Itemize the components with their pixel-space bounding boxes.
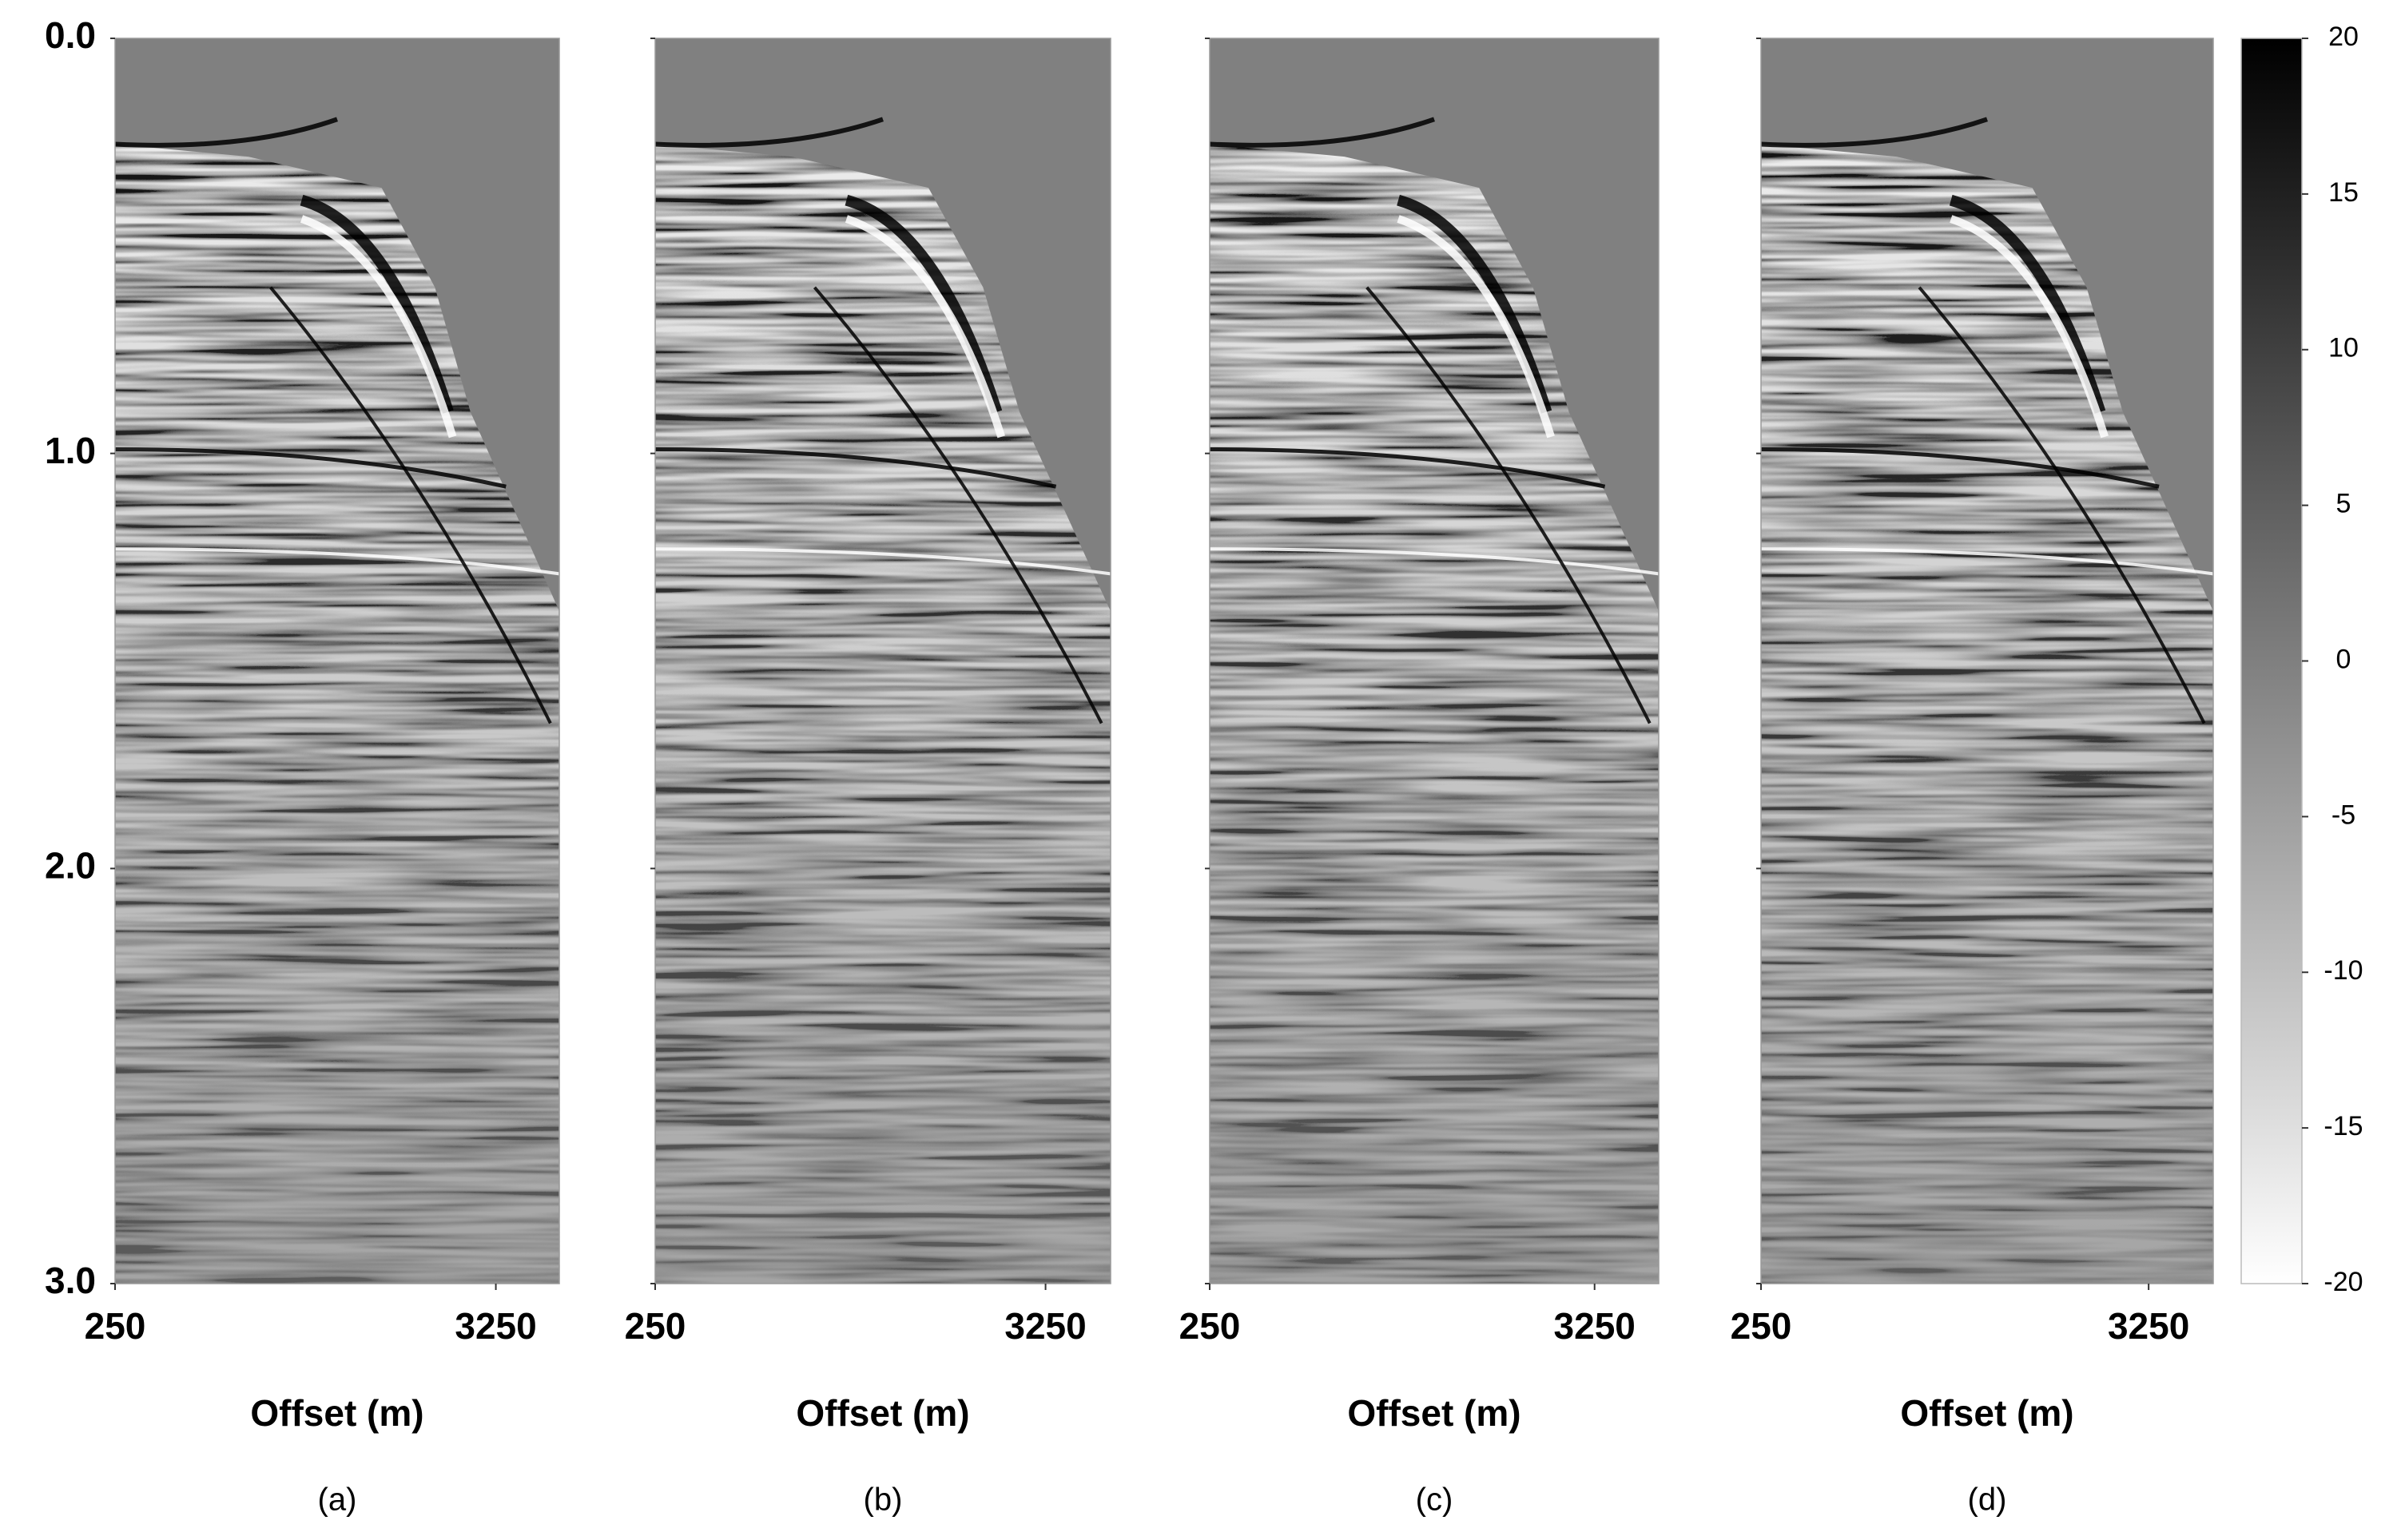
colorbar-tick-label: -20 [2323, 1267, 2363, 1297]
panel-frame [114, 38, 560, 1284]
seismic-event [845, 194, 1003, 414]
quiet-zone [115, 38, 559, 612]
seismic-event [654, 117, 884, 148]
colorbar-tick-label: -15 [2323, 1111, 2363, 1141]
seismic-event [269, 286, 552, 724]
seismic-event [1950, 215, 2109, 439]
seismic-event [1918, 286, 2206, 724]
x-tick-label: 250 [1179, 1305, 1241, 1347]
colorbar-tick-label: 10 [2328, 333, 2359, 363]
quiet-zone [655, 38, 1111, 612]
seismic-event [1209, 117, 1435, 148]
seismic-event [845, 215, 1005, 439]
y-tick-label: 1.0 [45, 430, 96, 471]
seismic-event [1760, 547, 2214, 576]
x-tick-label: 250 [1731, 1305, 1792, 1347]
seismic-event [1760, 117, 1988, 148]
seismic-event [1365, 286, 1652, 724]
panel-frame [1209, 38, 1660, 1284]
colorbar-tick-label: -10 [2323, 955, 2363, 986]
panel-label: (a) [318, 1482, 357, 1518]
quiet-zone [1210, 38, 1659, 612]
seismic-event [300, 215, 457, 439]
colorbar-tick-label: 0 [2336, 644, 2351, 674]
y-tick-label: 2.0 [45, 844, 96, 886]
seismic-event [1397, 215, 1555, 439]
x-tick-label: 3250 [455, 1305, 536, 1347]
seismic-event [1209, 547, 1660, 576]
x-axis-label: Offset (m) [796, 1392, 969, 1434]
y-tick-label: 0.0 [45, 14, 96, 56]
panel-label: (d) [1968, 1482, 2007, 1518]
seismic-event [1949, 194, 2106, 414]
x-tick-label: 250 [85, 1305, 146, 1347]
x-tick-label: 3250 [2108, 1305, 2189, 1347]
seismic-event [1760, 447, 2160, 489]
colorbar-tick-label: 5 [2336, 489, 2351, 519]
seismic-event [114, 547, 560, 576]
seismic-event [114, 447, 507, 489]
seismic-event [1397, 194, 1552, 414]
x-tick-label: 3250 [1004, 1305, 1086, 1347]
colorbar [2240, 38, 2303, 1284]
x-tick-label: 3250 [1554, 1305, 1636, 1347]
panel-label: (b) [864, 1482, 903, 1518]
x-axis-label: Offset (m) [250, 1392, 423, 1434]
x-tick-label: 250 [625, 1305, 686, 1347]
panel-label: (c) [1416, 1482, 1453, 1518]
seismic-event [654, 547, 1111, 576]
x-axis-label: Offset (m) [1347, 1392, 1521, 1434]
seismic-event [813, 286, 1103, 724]
seismic-event [300, 194, 454, 414]
quiet-zone [1761, 38, 2213, 612]
panel-frame [654, 38, 1111, 1284]
seismic-event [1209, 447, 1606, 489]
colorbar-tick-label: 20 [2328, 22, 2359, 52]
seismic-event [654, 447, 1057, 489]
y-tick-label: 3.0 [45, 1260, 96, 1301]
x-axis-label: Offset (m) [1900, 1392, 2073, 1434]
colorbar-tick-label: 15 [2328, 177, 2359, 208]
colorbar-tick-label: -5 [2331, 800, 2355, 830]
panel-frame [1760, 38, 2214, 1284]
seismic-event [114, 117, 338, 148]
